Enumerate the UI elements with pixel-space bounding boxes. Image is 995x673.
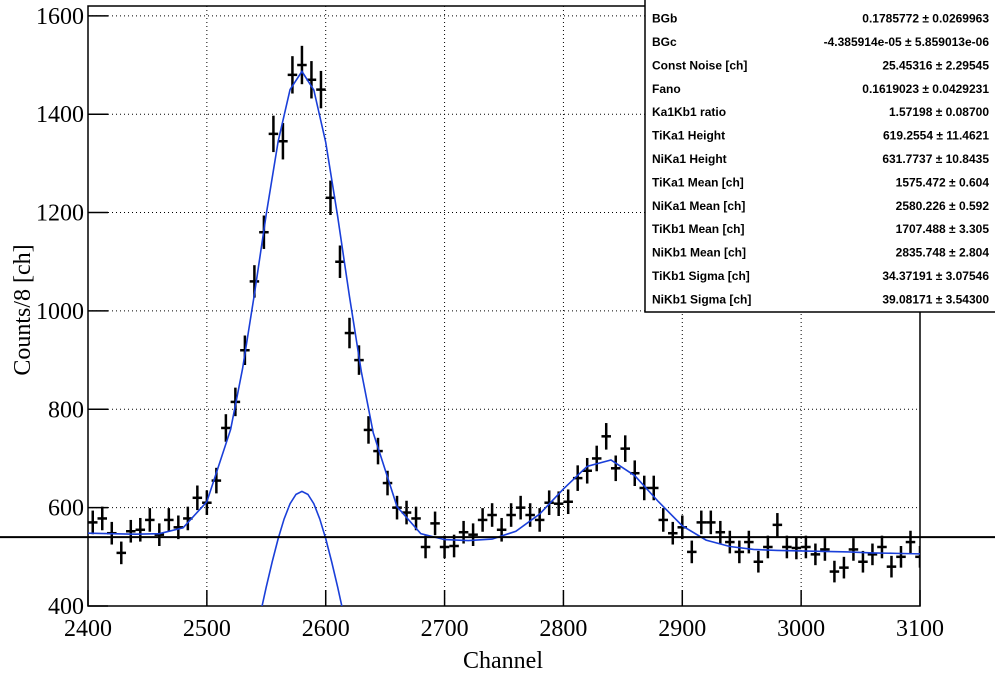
stats-value: 0.1785772 ± 0.0269963 bbox=[862, 12, 989, 26]
stats-name: BGb bbox=[652, 12, 677, 26]
y-tick-label: 1000 bbox=[36, 299, 84, 325]
x-tick-label: 2800 bbox=[539, 616, 587, 642]
x-tick-label: 2700 bbox=[421, 616, 469, 642]
fit-curve bbox=[261, 490, 343, 606]
stats-name: TiKa1 Height bbox=[652, 129, 725, 143]
stats-box bbox=[644, 0, 995, 313]
stats-name: Const Noise [ch] bbox=[652, 58, 747, 72]
stats-value: -4.385914e-05 ± 5.859013e-06 bbox=[824, 35, 990, 49]
y-tick-label: 800 bbox=[48, 397, 84, 423]
stats-name: NiKa1 Mean [ch] bbox=[652, 199, 745, 213]
stats-value: 25.45316 ± 2.29545 bbox=[882, 58, 989, 72]
stats-name: TiKb1 Sigma [ch] bbox=[652, 269, 750, 283]
x-tick-label: 2500 bbox=[183, 616, 231, 642]
stats-name: TiKa1 Mean [ch] bbox=[652, 175, 744, 189]
x-tick-label: 3000 bbox=[777, 616, 825, 642]
plot-area bbox=[88, 45, 920, 606]
stats-value: 39.08171 ± 3.54300 bbox=[882, 292, 989, 306]
stats-name: NiKb1 Mean [ch] bbox=[652, 246, 746, 260]
stats-name: BGc bbox=[652, 35, 677, 49]
y-tick-label: 600 bbox=[48, 496, 84, 522]
y-tick-label: 1200 bbox=[36, 201, 84, 227]
stats-value: 0.1619023 ± 0.0429231 bbox=[862, 82, 989, 96]
stats-value: 631.7737 ± 10.8435 bbox=[882, 152, 989, 166]
stats-name: Fano bbox=[652, 82, 681, 96]
stats-name: TiKb1 Mean [ch] bbox=[652, 222, 744, 236]
y-tick-label: 1400 bbox=[36, 102, 84, 128]
stats-value: 1707.488 ± 3.305 bbox=[896, 222, 990, 236]
x-tick-label: 2400 bbox=[64, 616, 112, 642]
x-axis-label: Channel bbox=[463, 648, 543, 673]
y-axis-label: Counts/8 [ch] bbox=[10, 244, 36, 375]
x-tick-label: 3100 bbox=[896, 616, 944, 642]
stats-name: Ka1Kb1 ratio bbox=[652, 105, 726, 119]
x-tick-label: 2900 bbox=[658, 616, 706, 642]
stats-value: 2835.748 ± 2.804 bbox=[896, 246, 990, 260]
stats-value: 34.37191 ± 3.07546 bbox=[882, 269, 989, 283]
stats-name: NiKb1 Sigma [ch] bbox=[652, 292, 751, 306]
stats-value: 1.57198 ± 0.08700 bbox=[889, 105, 989, 119]
stats-value: 619.2554 ± 11.4621 bbox=[883, 129, 989, 143]
x-tick-label: 2600 bbox=[302, 616, 350, 642]
y-tick-label: 1600 bbox=[36, 4, 84, 30]
stats-name: NiKa1 Height bbox=[652, 152, 727, 166]
stats-name: BGa bbox=[652, 0, 677, 2]
stats-value: 1575.472 ± 0.604 bbox=[896, 175, 990, 189]
y-tick-label: 400 bbox=[48, 594, 84, 620]
stats-value: 2580.226 ± 0.592 bbox=[896, 199, 990, 213]
